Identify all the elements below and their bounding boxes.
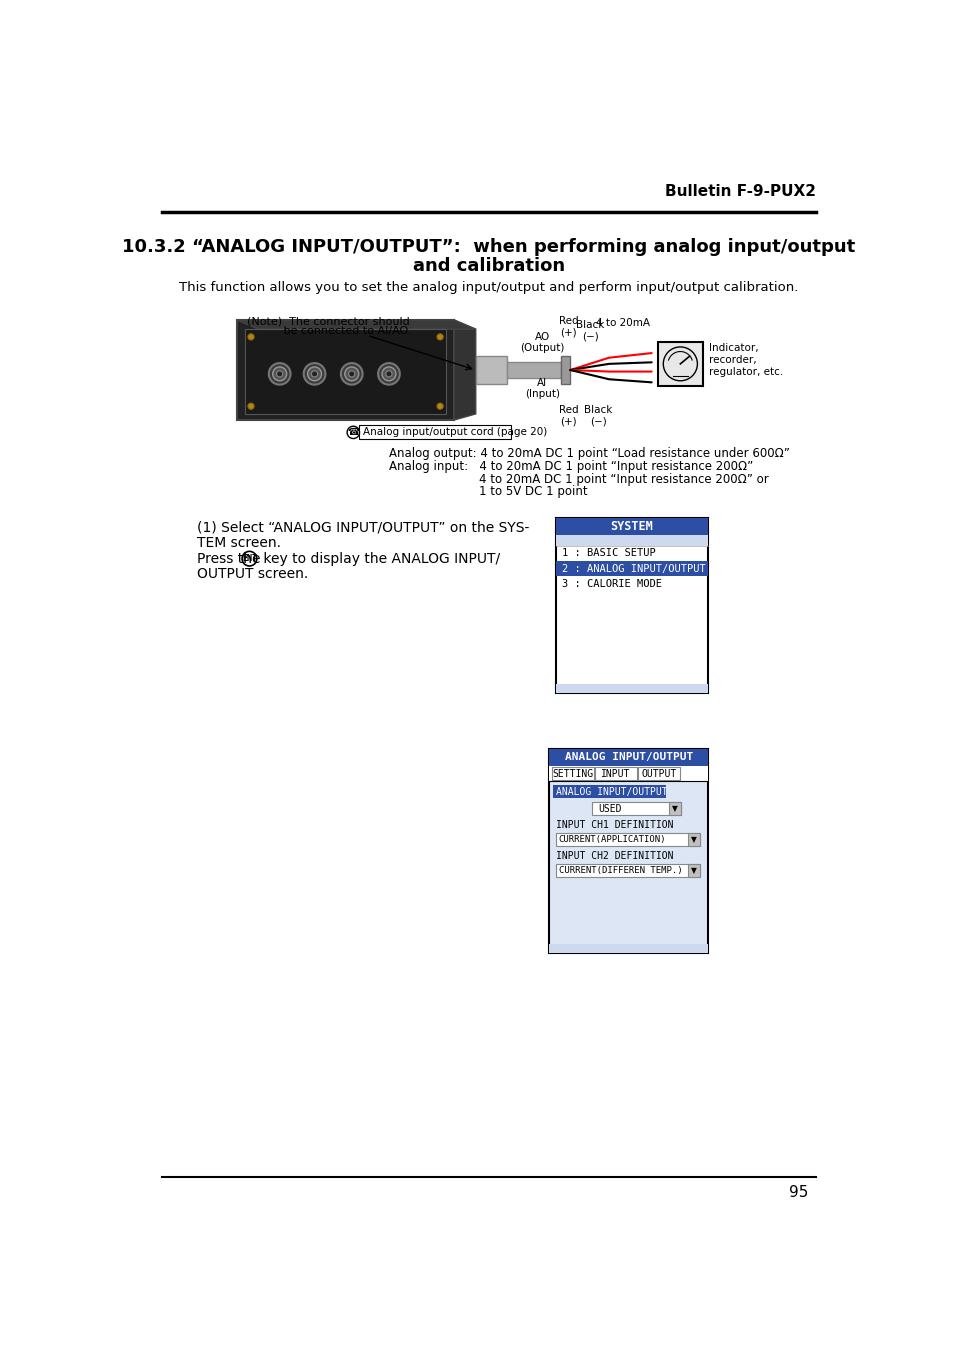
Bar (549, 766, 707, 781)
Circle shape (242, 551, 256, 566)
Circle shape (436, 403, 443, 409)
Text: (Note)  The connector should: (Note) The connector should (247, 316, 410, 327)
Text: (1) Select “ANALOG INPUT/OUTPUT” on the SYS-: (1) Select “ANALOG INPUT/OUTPUT” on the … (196, 521, 529, 535)
Bar (476, 357, 506, 384)
Text: INPUT: INPUT (600, 769, 630, 780)
Circle shape (377, 363, 399, 385)
Bar (638, 767, 679, 781)
Bar (553, 785, 665, 798)
Bar (236, 320, 454, 420)
Text: ☎: ☎ (347, 427, 359, 438)
Text: be connected to AI/AO.: be connected to AI/AO. (245, 326, 412, 336)
Bar (245, 330, 446, 413)
Circle shape (303, 363, 325, 385)
Text: OUTPUT: OUTPUT (641, 769, 677, 780)
Bar (549, 748, 707, 952)
Text: 1 to 5V DC 1 point: 1 to 5V DC 1 point (389, 485, 587, 499)
Text: This function allows you to set the analog input/output and perform input/output: This function allows you to set the anal… (179, 281, 798, 295)
Bar (555, 684, 707, 693)
Text: Indicator,
recorder,
regulator, etc.: Indicator, recorder, regulator, etc. (708, 343, 782, 377)
Circle shape (248, 403, 253, 409)
Text: CURRENT(APPLICATION): CURRENT(APPLICATION) (558, 835, 665, 844)
Text: Press the: Press the (196, 551, 264, 566)
Bar (549, 748, 707, 766)
Text: Bulletin F-9-PUX2: Bulletin F-9-PUX2 (664, 184, 815, 199)
Text: Black
(−): Black (−) (583, 405, 612, 427)
Circle shape (269, 363, 291, 385)
Text: CURRENT(DIFFEREN TEMP.): CURRENT(DIFFEREN TEMP.) (558, 866, 681, 874)
Text: 10.3.2 “ANALOG INPUT/OUTPUT”:  when performing analog input/output: 10.3.2 “ANALOG INPUT/OUTPUT”: when perfo… (122, 238, 855, 255)
Text: ▼: ▼ (691, 866, 697, 874)
Text: ANALOG INPUT/OUTPUT: ANALOG INPUT/OUTPUT (555, 786, 666, 797)
Bar (687, 863, 700, 877)
Text: 1 : BASIC SETUP: 1 : BASIC SETUP (561, 549, 655, 558)
Text: Red
(+): Red (+) (558, 405, 578, 427)
Circle shape (385, 370, 392, 377)
Polygon shape (454, 320, 476, 420)
Circle shape (344, 367, 358, 381)
Text: ENT: ENT (242, 554, 256, 563)
Text: ▼: ▼ (691, 835, 697, 844)
Text: 95: 95 (788, 1185, 807, 1200)
Text: SETTING: SETTING (552, 769, 593, 780)
Polygon shape (236, 320, 476, 330)
Circle shape (311, 370, 317, 377)
Text: 2 : ANALOG INPUT/OUTPUT: 2 : ANALOG INPUT/OUTPUT (561, 563, 705, 574)
Text: Black
(−): Black (−) (576, 320, 604, 342)
Bar (560, 357, 570, 384)
Text: Red
(+): Red (+) (558, 316, 578, 338)
Circle shape (273, 367, 286, 381)
Text: OUTPUT screen.: OUTPUT screen. (196, 567, 308, 581)
Text: AI
(Input): AI (Input) (524, 378, 559, 400)
Bar (555, 517, 707, 535)
Text: AO
(Output): AO (Output) (519, 331, 564, 353)
Bar (687, 832, 700, 846)
Circle shape (348, 370, 355, 377)
Text: 3 : CALORIE MODE: 3 : CALORIE MODE (561, 580, 661, 589)
Circle shape (381, 367, 395, 381)
Text: 4 to 20mA: 4 to 20mA (596, 317, 649, 328)
Text: USED: USED (598, 804, 621, 813)
Bar (668, 802, 680, 815)
Bar (555, 561, 707, 577)
Bar (359, 426, 510, 439)
Text: key to display the ANALOG INPUT/: key to display the ANALOG INPUT/ (258, 551, 499, 566)
Circle shape (436, 334, 443, 340)
Text: ANALOG INPUT/OUTPUT: ANALOG INPUT/OUTPUT (564, 753, 692, 762)
Text: INPUT CH2 DEFINITION: INPUT CH2 DEFINITION (555, 851, 673, 861)
Text: Analog output: 4 to 20mA DC 1 point “Load resistance under 600Ω”: Analog output: 4 to 20mA DC 1 point “Loa… (389, 447, 789, 459)
Circle shape (340, 363, 362, 385)
Bar (555, 517, 707, 693)
Circle shape (347, 426, 359, 439)
Circle shape (276, 370, 282, 377)
Circle shape (248, 334, 253, 340)
Bar (595, 767, 637, 781)
Text: TEM screen.: TEM screen. (196, 536, 280, 550)
Bar (555, 535, 707, 546)
Bar (555, 832, 700, 846)
Text: SYSTEM: SYSTEM (610, 520, 653, 532)
Text: and calibration: and calibration (413, 257, 564, 276)
Bar (555, 863, 700, 877)
Text: ▼: ▼ (671, 804, 678, 813)
Bar (551, 767, 593, 781)
Text: 4 to 20mA DC 1 point “Input resistance 200Ω” or: 4 to 20mA DC 1 point “Input resistance 2… (389, 473, 768, 486)
Bar (506, 362, 560, 378)
Text: INPUT CH1 DEFINITION: INPUT CH1 DEFINITION (555, 820, 673, 830)
Text: Analog input/output cord (page 20): Analog input/output cord (page 20) (362, 427, 546, 438)
Text: Analog input:   4 to 20mA DC 1 point “Input resistance 200Ω”: Analog input: 4 to 20mA DC 1 point “Inpu… (389, 459, 753, 473)
Circle shape (307, 367, 321, 381)
Bar (592, 802, 680, 815)
Bar (658, 342, 702, 386)
Bar (549, 943, 707, 952)
